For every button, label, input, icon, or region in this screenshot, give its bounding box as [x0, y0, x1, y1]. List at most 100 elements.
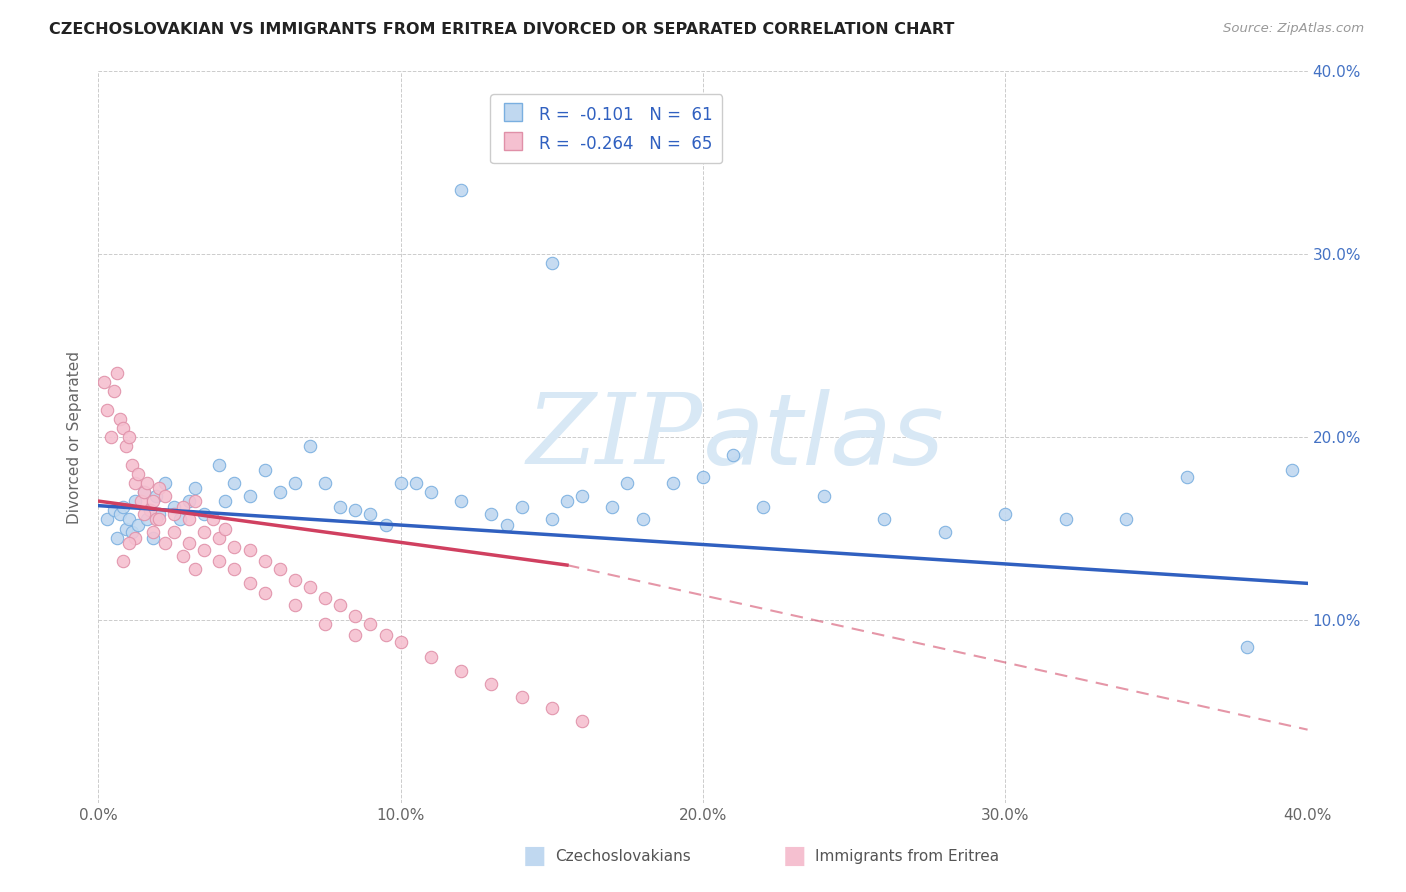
Point	[96, 512, 118, 526]
Text: Source: ZipAtlas.com: Source: ZipAtlas.com	[1223, 22, 1364, 36]
Point	[193, 507, 215, 521]
Point	[172, 500, 194, 514]
Point	[96, 402, 118, 417]
Point	[124, 494, 146, 508]
Point	[148, 481, 170, 495]
Point	[540, 256, 562, 270]
Point	[108, 412, 131, 426]
Point	[145, 512, 167, 526]
Point	[314, 616, 336, 631]
Point	[179, 536, 201, 550]
Point	[118, 536, 141, 550]
Point	[344, 627, 367, 641]
Point	[132, 485, 155, 500]
Point	[100, 430, 122, 444]
Point	[299, 580, 322, 594]
Point	[571, 489, 593, 503]
Point	[450, 183, 472, 197]
Point	[723, 448, 745, 462]
Point	[420, 649, 443, 664]
Text: ZIP: ZIP	[527, 390, 703, 484]
Point	[1054, 512, 1077, 526]
Point	[127, 517, 149, 532]
Point	[132, 485, 155, 500]
Point	[179, 512, 201, 526]
Point	[284, 573, 307, 587]
Point	[208, 531, 231, 545]
Point	[142, 525, 165, 540]
Point	[239, 576, 262, 591]
Point	[118, 512, 141, 526]
Point	[153, 536, 176, 550]
Point	[193, 543, 215, 558]
Point	[540, 700, 562, 714]
Point	[111, 421, 134, 435]
Point	[148, 512, 170, 526]
Point	[153, 489, 176, 503]
Point	[208, 554, 231, 568]
Point	[752, 500, 775, 514]
Point	[420, 485, 443, 500]
Point	[1236, 640, 1258, 655]
Point	[184, 481, 207, 495]
Point	[314, 591, 336, 605]
Point	[450, 664, 472, 678]
Point	[121, 525, 143, 540]
Point	[1115, 512, 1137, 526]
Point	[631, 512, 654, 526]
Point	[135, 475, 157, 490]
Y-axis label: Divorced or Separated: Divorced or Separated	[67, 351, 83, 524]
Point	[329, 500, 352, 514]
Point	[344, 609, 367, 624]
Point	[121, 458, 143, 472]
Point	[269, 485, 291, 500]
Point	[405, 475, 427, 490]
Point	[253, 585, 276, 599]
Point	[103, 384, 125, 399]
Point	[148, 507, 170, 521]
Text: Czechoslovakians: Czechoslovakians	[555, 849, 692, 863]
Point	[114, 439, 136, 453]
Point	[172, 549, 194, 563]
Point	[145, 489, 167, 503]
Point	[163, 525, 186, 540]
Point	[495, 517, 517, 532]
Point	[179, 494, 201, 508]
Text: Immigrants from Eritrea: Immigrants from Eritrea	[815, 849, 1000, 863]
Point	[105, 531, 128, 545]
Point	[124, 475, 146, 490]
Point	[540, 512, 562, 526]
Point	[813, 489, 835, 503]
Point	[510, 500, 533, 514]
Point	[510, 690, 533, 704]
Point	[616, 475, 638, 490]
Point	[202, 512, 225, 526]
Point	[129, 494, 152, 508]
Point	[1175, 470, 1198, 484]
Text: CZECHOSLOVAKIAN VS IMMIGRANTS FROM ERITREA DIVORCED OR SEPARATED CORRELATION CHA: CZECHOSLOVAKIAN VS IMMIGRANTS FROM ERITR…	[49, 22, 955, 37]
Point	[124, 531, 146, 545]
Legend: R =  -0.101   N =  61, R =  -0.264   N =  65: R = -0.101 N = 61, R = -0.264 N = 65	[491, 95, 723, 163]
Point	[184, 562, 207, 576]
Point	[389, 475, 412, 490]
Point	[314, 475, 336, 490]
Point	[269, 562, 291, 576]
Point	[224, 475, 246, 490]
Point	[163, 507, 186, 521]
Point	[374, 517, 396, 532]
Point	[299, 439, 322, 453]
Text: ■: ■	[783, 845, 806, 868]
Point	[994, 507, 1017, 521]
Point	[208, 458, 231, 472]
Text: atlas: atlas	[703, 389, 945, 485]
Point	[284, 599, 307, 613]
Point	[135, 512, 157, 526]
Point	[1281, 463, 1303, 477]
Point	[481, 677, 503, 691]
Point	[153, 475, 176, 490]
Point	[139, 503, 162, 517]
Point	[692, 470, 714, 484]
Point	[163, 500, 186, 514]
Point	[344, 503, 367, 517]
Point	[934, 525, 956, 540]
